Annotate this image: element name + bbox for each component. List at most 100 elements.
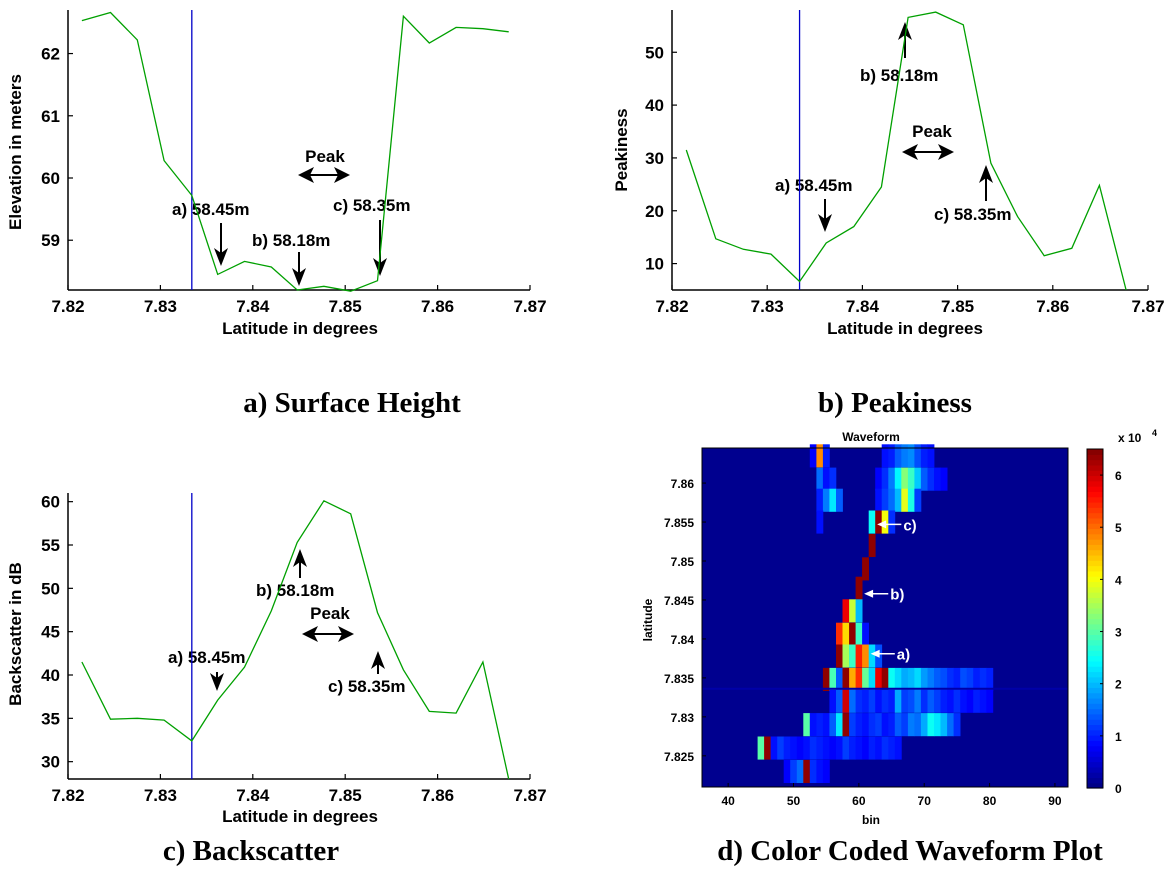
y-tick-label: 59 <box>41 231 60 250</box>
heatmap-cell <box>836 488 843 512</box>
heatmap-cell <box>842 644 850 668</box>
heatmap-cell <box>862 689 869 713</box>
colorbar-segment <box>1087 454 1103 461</box>
heatmap-cell <box>920 689 928 713</box>
heatmap-cell <box>829 467 837 491</box>
caption-surface-height: a) Surface Height <box>243 387 461 419</box>
heatmap-cell <box>868 713 876 737</box>
annotation-label: b) <box>890 587 904 604</box>
colorbar-segment <box>1087 501 1103 508</box>
heatmap-cell <box>979 689 987 713</box>
heatmap-cell <box>855 667 863 691</box>
heatmap-cell <box>914 444 922 468</box>
caption-peakiness: b) Peakiness <box>818 387 972 419</box>
heatmap-cell <box>973 689 981 713</box>
colorbar-segment <box>1087 459 1103 466</box>
heatmap-cell <box>836 667 843 691</box>
heatmap-cell <box>894 689 902 713</box>
heatmap-cell <box>940 689 948 713</box>
heatmap-cell <box>783 736 791 760</box>
arrow-a <box>214 223 228 266</box>
peak-label: Peak <box>305 147 345 166</box>
heatmap-cell <box>894 444 902 468</box>
heatmap-cell <box>836 622 843 646</box>
heatmap-cell <box>881 467 889 491</box>
heatmap-cell <box>816 736 824 760</box>
heatmap-frame <box>701 447 1069 788</box>
annotation-arrowhead <box>870 649 880 658</box>
y-tick-label: 20 <box>645 202 664 221</box>
y-tick-label: 50 <box>645 43 664 62</box>
heatmap-cell <box>809 713 817 737</box>
annotation-label: c) <box>903 517 916 534</box>
heatmap-cell <box>901 667 909 691</box>
colorbar-segment <box>1087 682 1103 688</box>
heatmap-cell <box>829 488 837 512</box>
peak-label: Peak <box>912 122 952 141</box>
heatmap-cell <box>868 689 876 713</box>
heatmap-cell <box>894 488 902 512</box>
colorbar-segment <box>1087 634 1103 641</box>
y-tick-label: 60 <box>41 493 60 512</box>
heatmap-cell <box>894 736 902 760</box>
heatmap-cell <box>881 736 889 760</box>
x-tick-label: 7.84 <box>236 297 270 316</box>
colorbar-segment <box>1087 549 1103 556</box>
heatmap-cell <box>862 622 869 646</box>
colorbar-tick-label: 5 <box>1115 521 1122 535</box>
heatmap-cell <box>927 689 935 713</box>
colorbar-segment <box>1087 565 1103 572</box>
heatmap-cell <box>901 689 909 713</box>
colorbar-segment <box>1087 729 1103 736</box>
y-tick-label: 7.84 <box>671 633 695 647</box>
x-tick-label: 7.87 <box>1131 297 1164 316</box>
colorbar-tick-label: 2 <box>1115 678 1122 692</box>
heatmap-cell <box>855 599 863 623</box>
colorbar-frame <box>1086 448 1104 789</box>
heatmap-cell <box>855 689 863 713</box>
y-tick-label: 45 <box>41 623 60 642</box>
colorbar-segment <box>1087 650 1103 657</box>
y-tick-label: 60 <box>41 169 60 188</box>
heatmap-cell <box>822 736 830 760</box>
colorbar-segment <box>1087 782 1103 789</box>
heatmap-cell <box>862 557 869 581</box>
heatmap-cell <box>829 667 837 691</box>
heatmap-cell <box>888 689 896 713</box>
heatmap-cell <box>934 667 941 691</box>
y-tick-label: 50 <box>41 579 60 598</box>
y-tick-label: 55 <box>41 536 60 555</box>
heatmap-cell <box>934 467 941 491</box>
colorbar-segment <box>1087 592 1103 598</box>
colorbar-segment <box>1087 713 1103 720</box>
colorbar-segment <box>1087 761 1103 768</box>
heatmap-cell <box>849 667 856 691</box>
heatmap-cell <box>947 713 954 737</box>
heatmap-cell <box>816 759 824 783</box>
arrow-a <box>210 672 224 691</box>
colorbar-segment <box>1087 597 1103 604</box>
peak-double-arrow <box>902 144 954 160</box>
heatmap-cell <box>907 667 915 691</box>
x-tick-label: 7.86 <box>1036 297 1069 316</box>
colorbar-segment <box>1087 618 1103 625</box>
y-tick-label: 7.825 <box>664 750 694 764</box>
heatmap-cell <box>927 713 935 737</box>
panel-waveform: d) Color Coded Waveform Plot Waveform bi… <box>641 428 1157 867</box>
colorbar-segment <box>1087 496 1103 503</box>
heatmap-cell <box>790 736 798 760</box>
heatmap-cell <box>783 759 791 783</box>
annotation-arrowhead <box>877 520 887 529</box>
x-tick-label: 7.84 <box>846 297 880 316</box>
heatmap-cell <box>888 467 896 491</box>
heatmap-cell <box>881 488 889 512</box>
heatmap-cell <box>803 713 811 737</box>
heatmap-cell <box>894 713 902 737</box>
heatmap-cell <box>809 759 817 783</box>
heatmap-cell <box>888 713 896 737</box>
annotation-a: a) 58.45m <box>168 648 246 667</box>
heatmap-cell <box>862 644 869 668</box>
heatmap-cell <box>934 713 941 737</box>
heatmap-cell <box>868 644 876 668</box>
heatmap-cell <box>777 736 785 760</box>
